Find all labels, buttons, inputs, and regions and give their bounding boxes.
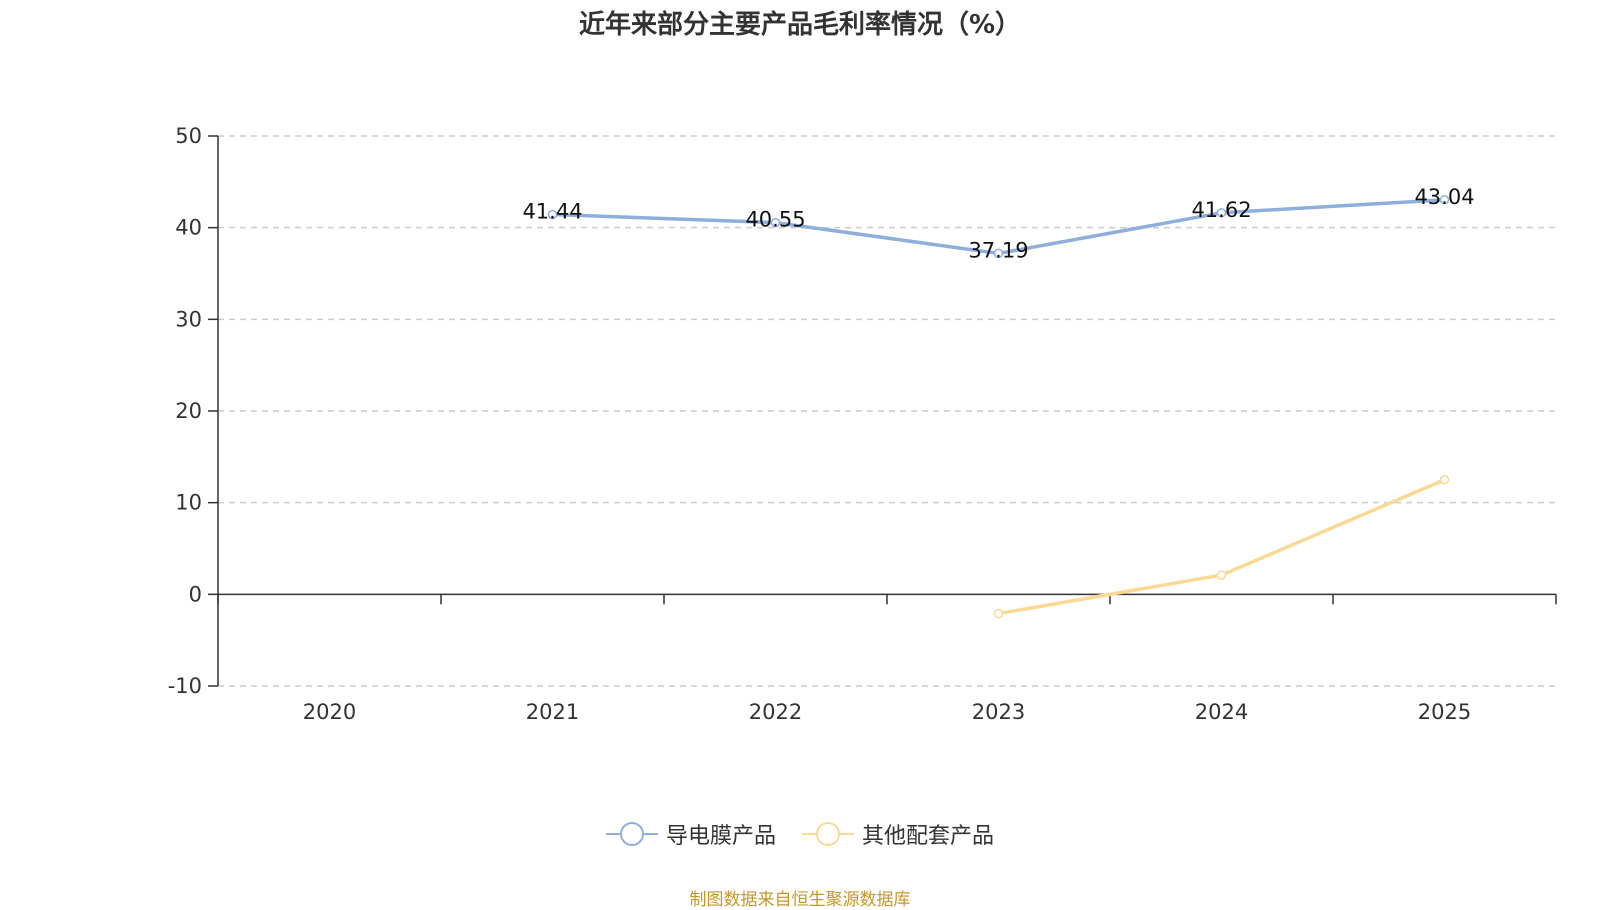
- x-tick-label: 2024: [1195, 700, 1248, 724]
- x-tick-label: 2023: [972, 700, 1025, 724]
- x-tick-label: 2022: [749, 700, 802, 724]
- data-point: [993, 608, 1004, 619]
- series: [547, 195, 1450, 619]
- data-point: [1216, 570, 1227, 580]
- data-label: 43.04: [1414, 185, 1474, 209]
- data-label: 41.62: [1191, 198, 1251, 222]
- grid-lines: [218, 135, 1556, 687]
- x-tick-label: 2021: [526, 700, 579, 724]
- y-tick-label: 50: [175, 124, 202, 148]
- y-tick-label: 10: [175, 491, 202, 515]
- legend-item-series-1[interactable]: 其他配套产品: [802, 818, 994, 850]
- data-point: [1216, 208, 1227, 218]
- legend-swatch-icon: [802, 822, 854, 846]
- series-line-1: [998, 478, 1446, 616]
- data-label: 40.55: [745, 208, 805, 232]
- data-point: [1439, 475, 1450, 485]
- legend-label: 其他配套产品: [862, 824, 995, 849]
- data-labels: 41.44 40.55 37.19 41.62 43.04: [522, 185, 1474, 263]
- y-tick-label: 40: [175, 216, 202, 240]
- y-tick-label: 30: [175, 307, 202, 331]
- legend-swatch-icon: [605, 822, 658, 846]
- data-point: [1439, 195, 1450, 205]
- y-tick-label: 20: [175, 399, 202, 423]
- legend-label: 导电膜产品: [665, 824, 776, 849]
- legend: 导电膜产品 其他配套产品: [0, 818, 1600, 850]
- data-point: [770, 217, 781, 228]
- data-point: [547, 209, 558, 220]
- data-point: [993, 248, 1004, 259]
- data-label: 41.44: [522, 199, 582, 223]
- legend-item-series-0[interactable]: 导电膜产品: [605, 818, 776, 850]
- x-tick-label: 2025: [1418, 700, 1471, 724]
- y-tick-label: -10: [168, 674, 202, 698]
- x-tick-label: 2020: [303, 700, 356, 724]
- source-note: 制图数据来自恒生聚源数据库: [689, 890, 911, 910]
- axes: -10 0 10 20 30 40 50 2020 2021 2022 2023 2024 2025: [168, 124, 1557, 724]
- chart-title: 近年来部分主要产品毛利率情况（%）: [578, 10, 1022, 40]
- data-label: 37.19: [968, 238, 1028, 262]
- y-tick-label: 0: [189, 582, 202, 606]
